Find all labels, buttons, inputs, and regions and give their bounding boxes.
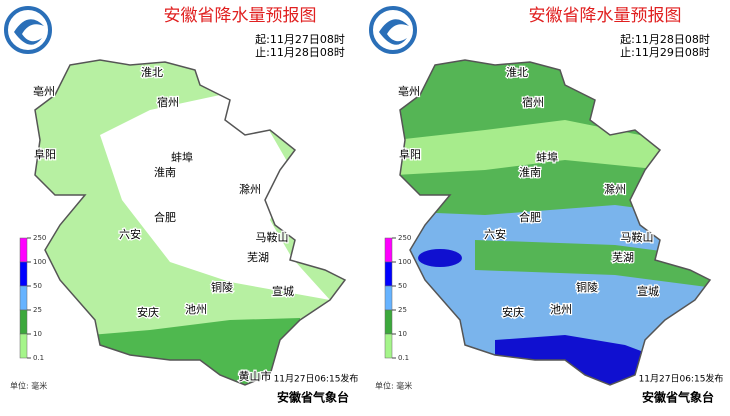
legend-label: 250 [33, 234, 46, 242]
city-label: 合肥 [154, 210, 176, 224]
end-time: 止:11月29日08时 [620, 46, 710, 59]
city-label: 马鞍山 [621, 230, 654, 244]
logo-swirl [379, 19, 409, 45]
city-label: 安庆 [502, 305, 524, 319]
agency: 安徽省气象台 [277, 390, 349, 405]
city-label: 合肥 [519, 210, 541, 224]
city-label: 阜阳 [399, 148, 421, 161]
legend-label: 50 [398, 282, 407, 290]
city-label: 铜陵 [211, 280, 233, 294]
city-label: 宣城 [637, 284, 659, 298]
city-label: 安庆 [137, 305, 159, 319]
city-label: 六安 [119, 227, 141, 241]
rain-map [400, 60, 710, 385]
city-label: 宿州 [157, 95, 179, 109]
logo [4, 6, 52, 54]
city-label: 芜湖 [612, 250, 634, 264]
city-label: 芜湖 [247, 250, 269, 264]
legend-label: 250 [398, 234, 411, 242]
city-label: 蚌埠 [171, 150, 193, 164]
logo [369, 6, 417, 54]
legend-label: 10 [33, 330, 42, 338]
unit: 单位: 毫米 [375, 381, 412, 391]
rain-map [35, 60, 345, 385]
legend-swatch [19, 261, 28, 287]
start-time: 起:11月27日08时 [255, 33, 345, 46]
issued: 11月27日06:15发布 [639, 373, 724, 385]
city-label: 宿州 [522, 95, 544, 109]
legend-label: 100 [398, 258, 411, 266]
city-label: 池州 [185, 303, 207, 316]
unit: 单位: 毫米 [10, 381, 47, 391]
city-label: 铜陵 [576, 280, 598, 294]
city-label: 马鞍山 [256, 230, 289, 244]
legend-label: 50 [33, 282, 42, 290]
city-label: 亳州 [398, 84, 420, 98]
start-time: 起:11月28日08时 [620, 33, 710, 46]
city-label: 淮北 [506, 66, 528, 79]
city-label: 宣城 [272, 284, 294, 298]
legend-label: 25 [33, 306, 42, 314]
city-label: 亳州 [33, 84, 55, 98]
city-label: 淮南 [154, 166, 176, 179]
city-label: 滁州 [604, 182, 626, 196]
legend-swatch [19, 309, 28, 335]
legend-swatch [19, 285, 28, 311]
end-time: 止:11月28日08时 [255, 46, 345, 59]
legend-label: 100 [33, 258, 46, 266]
legend-label: 0.1 [33, 354, 44, 362]
legend-label: 0.1 [398, 354, 409, 362]
legend-swatch [384, 237, 393, 263]
legend-swatch [384, 261, 393, 287]
legend-label: 25 [398, 306, 407, 314]
city-label: 蚌埠 [536, 150, 558, 164]
legend-swatch [384, 285, 393, 311]
city-label: 池州 [550, 303, 572, 316]
title: 安徽省降水量预报图 [529, 6, 682, 26]
issued: 11月27日06:15发布 [274, 373, 359, 385]
city-label: 淮北 [141, 66, 163, 79]
city-label: 淮南 [519, 166, 541, 179]
legend-swatch [19, 333, 28, 359]
city-label: 黄山市 [239, 369, 272, 383]
legend-swatch [384, 309, 393, 335]
agency: 安徽省气象台 [642, 390, 714, 405]
legend-swatch [19, 237, 28, 263]
title: 安徽省降水量预报图 [164, 6, 317, 26]
city-label: 阜阳 [34, 148, 56, 161]
city-label: 六安 [484, 227, 506, 241]
city-label: 滁州 [239, 182, 261, 196]
legend-label: 10 [398, 330, 407, 338]
logo-swirl [14, 19, 44, 45]
legend-swatch [384, 333, 393, 359]
